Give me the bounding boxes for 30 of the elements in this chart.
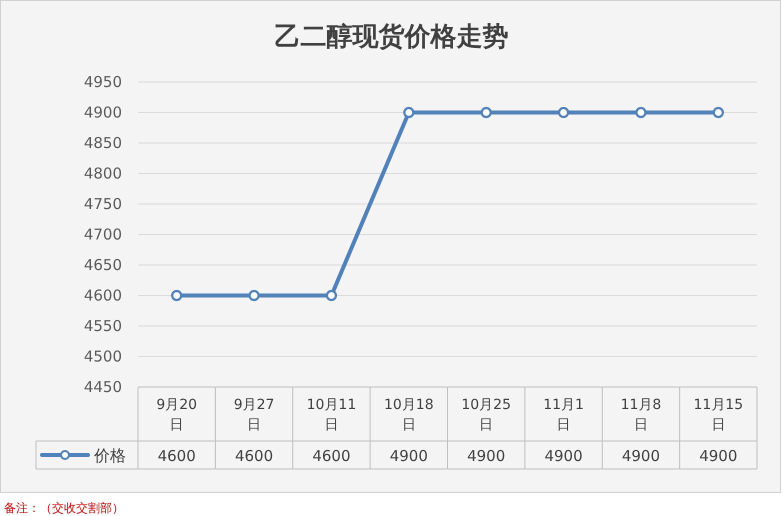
data-label: 4600 [312,447,351,465]
x-tick-label: 11月1日 [543,397,584,433]
y-tick-label: 4800 [84,164,122,182]
data-label: 4900 [622,447,660,465]
x-tick-label: 10月25日 [461,397,512,433]
y-tick-label: 4600 [84,286,122,304]
y-tick-label: 4500 [84,348,122,366]
data-label: 4600 [234,447,274,465]
x-tick-label: 9月20日 [156,397,198,433]
x-tick-label: 11月15日 [693,397,744,433]
x-tick-label: 11月8日 [620,397,662,433]
text: 备注：（交收交割部） [4,501,124,515]
y-tick-label: 4550 [84,317,122,335]
y-tick-label: 4650 [84,256,122,274]
chart-title: 乙二醇现货价格走势 [274,22,508,52]
x-tick-label: 9月27日 [234,397,274,433]
data-label: 4600 [158,447,196,465]
y-tick-label: 4950 [84,73,122,91]
x-tick-label: 10月11日 [306,397,356,433]
y-tick-label: 4700 [84,226,122,244]
data-label: 4900 [699,447,738,465]
data-label: 4900 [544,447,583,465]
x-tick-label: 10月18日 [384,397,434,433]
data-label: 4900 [390,447,428,465]
y-tick-label: 4450 [84,378,122,396]
y-tick-label: 4900 [84,104,122,122]
y-tick-label: 4850 [84,134,122,152]
y-tick-label: 4750 [84,195,122,213]
data-label: 4900 [467,447,506,465]
legend-label: 价格 [93,446,126,465]
